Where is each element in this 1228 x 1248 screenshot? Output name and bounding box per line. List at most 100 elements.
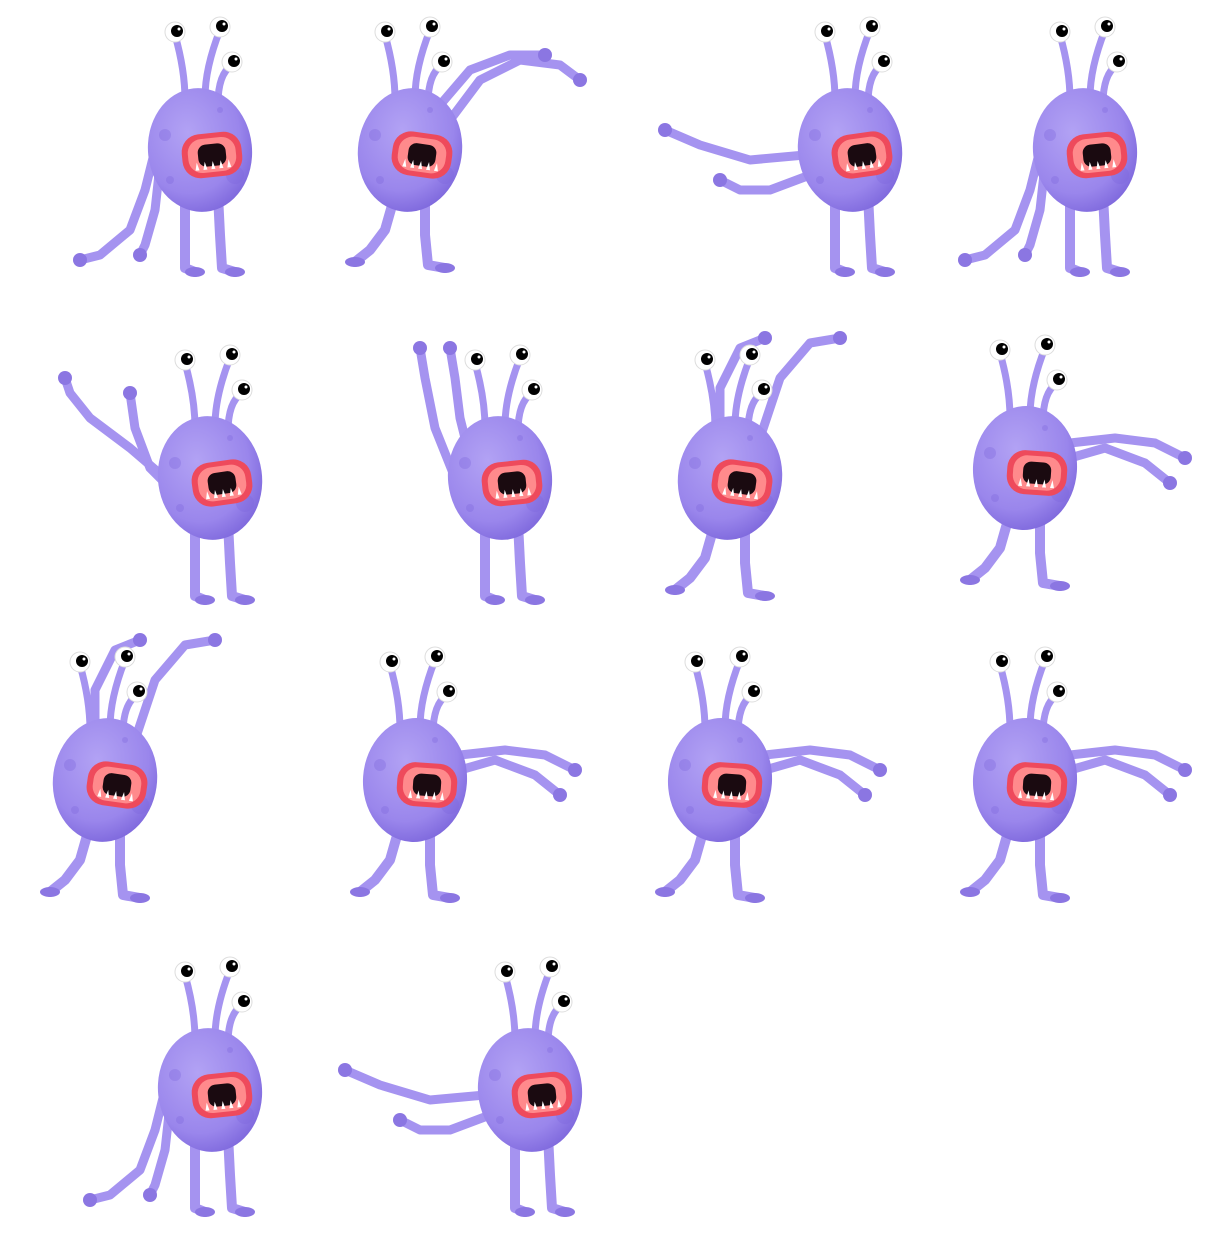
monster-sprite <box>960 334 1192 591</box>
eyeball <box>1049 21 1071 43</box>
monster-hand <box>713 173 727 187</box>
body-spot <box>1044 129 1056 141</box>
eyeball <box>494 961 516 983</box>
monster-leg <box>45 820 95 897</box>
body-spot <box>991 806 999 814</box>
monster-sprite <box>413 341 553 605</box>
eyeball <box>69 651 91 673</box>
monster-arm <box>85 1085 170 1205</box>
body-spot <box>159 129 171 141</box>
eye-stalk <box>701 359 719 432</box>
monster-arm <box>715 170 815 195</box>
sprite-frame <box>320 0 620 300</box>
monster-arm <box>1065 745 1190 775</box>
eyeball <box>859 16 881 38</box>
eye-stalk <box>181 971 199 1044</box>
sprite-frame-canvas <box>345 16 587 273</box>
monster-arm <box>960 145 1045 265</box>
monster-hand <box>393 1113 407 1127</box>
sprite-frame-canvas <box>40 633 222 903</box>
sprite-frame-canvas <box>338 956 583 1217</box>
monster-foot <box>515 1207 535 1217</box>
monster-hand <box>1163 476 1177 490</box>
monster-sprite <box>40 633 222 903</box>
monster-hand <box>413 341 427 355</box>
monster-hand <box>1178 763 1192 777</box>
eyeball <box>431 51 453 73</box>
eyeball <box>174 961 196 983</box>
eyeball <box>126 681 148 703</box>
monster-foot <box>235 595 255 605</box>
body-spot <box>809 129 821 141</box>
monster-foot <box>555 1207 575 1217</box>
sprite-frame-canvas <box>83 956 263 1217</box>
body-spot <box>64 759 76 771</box>
eyeball <box>989 339 1011 361</box>
sprite-frame <box>940 630 1228 930</box>
eye-stalk <box>501 971 519 1044</box>
monster-mouth <box>711 459 773 507</box>
body-spot <box>466 504 474 512</box>
sprite-frame-canvas <box>665 331 847 601</box>
sprite-frame <box>325 318 625 618</box>
eye-stalk <box>1056 31 1074 104</box>
sprite-frame-canvas <box>960 646 1192 903</box>
eyeball <box>419 16 441 38</box>
eye-stalk <box>381 31 399 104</box>
monster-arm <box>90 635 145 745</box>
monster-arm <box>715 333 770 443</box>
monster-foot <box>745 893 765 903</box>
sprite-frame <box>635 630 935 930</box>
monster-mouth <box>391 131 453 179</box>
sprite-frame-canvas <box>960 334 1192 591</box>
monster-hand <box>143 1188 157 1202</box>
monster-leg <box>965 508 1015 585</box>
monster-arm <box>1065 443 1175 488</box>
eyeball <box>989 651 1011 673</box>
monster-foot <box>345 257 365 267</box>
monster-hand <box>538 48 552 62</box>
monster-sprite <box>83 956 263 1217</box>
body-spot <box>169 1069 181 1081</box>
monster-mouth <box>831 131 893 179</box>
sprite-frame-canvas <box>350 646 582 903</box>
body-spot <box>496 1116 504 1124</box>
eyeball <box>174 349 196 371</box>
monster-arm <box>340 1065 490 1105</box>
monster-mouth <box>86 761 148 809</box>
monster-sprite <box>655 646 887 903</box>
monster-mouth <box>511 1071 573 1119</box>
monster-hand <box>553 788 567 802</box>
monster-hand <box>1178 451 1192 465</box>
eyeball <box>741 681 763 703</box>
sprite-frame <box>635 318 935 618</box>
eyeball <box>231 379 253 401</box>
sprite-frame <box>940 0 1228 300</box>
eyeball <box>521 379 543 401</box>
sprite-frame-canvas <box>655 646 887 903</box>
monster-foot <box>960 887 980 897</box>
monster-mouth <box>701 762 763 808</box>
body-spot <box>1051 176 1059 184</box>
body-spot <box>686 806 694 814</box>
monster-mouth <box>191 1071 253 1119</box>
monster-hand <box>73 253 87 267</box>
monster-hand <box>443 341 457 355</box>
monster-hand <box>858 788 872 802</box>
sprite-frame <box>330 940 630 1240</box>
monster-hand <box>83 1193 97 1207</box>
monster-sprite <box>345 16 587 273</box>
eyeball <box>539 956 561 978</box>
monster-foot <box>1110 267 1130 277</box>
monster-sprite <box>350 646 582 903</box>
monster-mouth <box>181 131 243 179</box>
eyeball <box>424 646 446 668</box>
body-spot <box>176 504 184 512</box>
body-spot <box>517 435 523 441</box>
monster-foot <box>960 575 980 585</box>
monster-arm <box>760 745 885 775</box>
monster-sprite <box>665 331 847 601</box>
eyeball <box>1034 646 1056 668</box>
monster-foot <box>185 267 205 277</box>
